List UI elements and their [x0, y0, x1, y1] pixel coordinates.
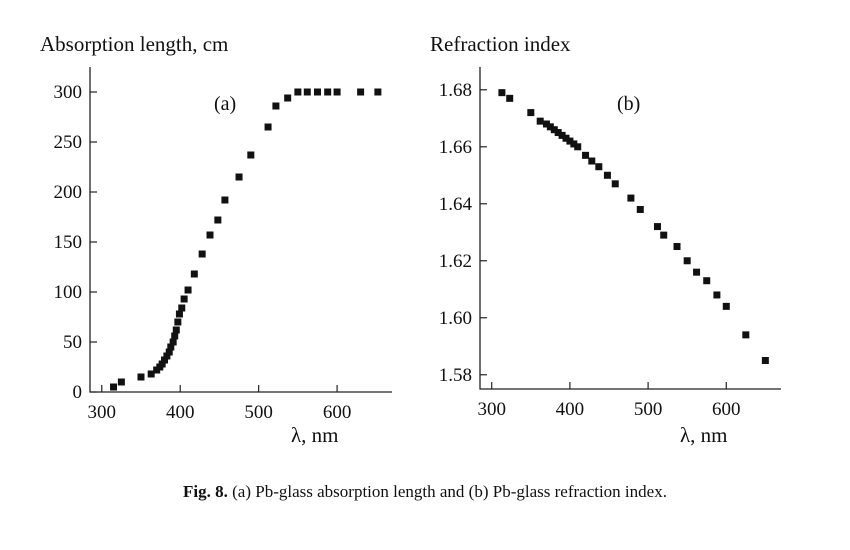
- panel-a-ytick-label: 50: [63, 332, 82, 353]
- panel-a-data-point: [264, 123, 272, 131]
- panel-a-data-point: [117, 378, 125, 386]
- panel-a-ytick-label: 200: [54, 182, 83, 203]
- panel-a-data-point: [161, 356, 169, 364]
- panel-b-data-point: [554, 129, 562, 137]
- panel-a-data-point: [163, 352, 171, 360]
- panel-a-data-point: [171, 332, 179, 340]
- panel-a-absorption: Absorption length, cm (a) λ, nm 0 50 100 15…: [40, 32, 392, 447]
- panel-a-xtick-label: 600: [323, 402, 352, 423]
- panel-b-data-point: [660, 231, 668, 239]
- panel-b-xlabel: λ, nm: [680, 423, 728, 447]
- panel-a-data-point: [294, 88, 302, 96]
- panel-b-data-point: [595, 163, 603, 171]
- panel-a-ytick-label: 100: [54, 282, 83, 303]
- caption-text: (a) Pb-glass absorption length and (b) P…: [227, 482, 667, 501]
- panel-a-xtick-label: 300: [88, 402, 117, 423]
- panel-b-refraction: Refraction index (b) λ, nm 1.58 1.60 1.62 1…: [430, 32, 781, 447]
- caption-label: Fig. 8.: [183, 482, 228, 501]
- panel-a-data-point: [190, 270, 198, 278]
- panel-a-data-point: [180, 295, 188, 303]
- panel-b-data-point: [527, 109, 535, 117]
- panel-a-data-point: [184, 286, 192, 294]
- panel-a-data-point: [357, 88, 365, 96]
- panel-b-xtick-label: 400: [556, 399, 585, 420]
- panel-b-data-point: [703, 277, 711, 285]
- panel-a-data-point: [313, 88, 321, 96]
- panel-a-ytick-label: 250: [54, 132, 83, 153]
- panel-a-data-point: [198, 250, 206, 258]
- panel-b-data-point: [611, 180, 619, 188]
- panel-a-data-point: [247, 151, 255, 159]
- panel-b-data-point: [742, 331, 750, 339]
- panel-a-data-point: [324, 88, 332, 96]
- panel-b-data-point: [566, 137, 574, 145]
- panel-b-data-point: [722, 302, 730, 310]
- panel-a-tag: (a): [214, 93, 236, 115]
- panel-a-data-point: [165, 348, 173, 356]
- panel-a-data-point: [167, 343, 175, 351]
- panel-a-ylabel: Absorption length, cm: [40, 32, 228, 56]
- panel-a-data-point: [147, 370, 155, 378]
- panel-b-data-point: [673, 243, 681, 251]
- panel-b-data-point: [536, 117, 544, 125]
- panel-a-data-point: [178, 304, 186, 312]
- panel-a-data-point: [374, 88, 382, 96]
- panel-b-data-point: [542, 120, 550, 128]
- panel-a-data-point: [214, 216, 222, 224]
- panel-b-data-point: [761, 357, 769, 365]
- panel-b-data-point: [653, 223, 661, 231]
- panel-b-ytick-label: 1.58: [439, 365, 472, 386]
- panel-b-xtick-label: 300: [477, 399, 506, 420]
- panel-a-data-point: [174, 318, 182, 326]
- panel-b-data-point: [558, 131, 566, 139]
- panel-a-data-point: [175, 310, 183, 318]
- panel-a-data-point: [272, 102, 280, 110]
- panel-a-ytick-label: 300: [54, 82, 83, 103]
- panel-a-ytick-label: 0: [73, 382, 83, 403]
- panel-b-tag: (b): [617, 93, 640, 115]
- panel-a-data-point: [137, 373, 145, 381]
- panel-a-data-point: [206, 231, 214, 239]
- panel-b-ytick-label: 1.66: [439, 137, 472, 158]
- panel-a-xlabel: λ, nm: [291, 423, 339, 447]
- panel-a-data-point: [333, 88, 341, 96]
- panel-b-data-point: [636, 205, 644, 213]
- panel-b-data-point: [506, 94, 514, 102]
- panel-b-data-point: [570, 140, 578, 148]
- panel-b-ytick-label: 1.60: [439, 308, 472, 329]
- panel-b-ytick-label: 1.64: [439, 194, 473, 215]
- panel-b-data-point: [562, 134, 570, 142]
- panel-a-xtick-label: 500: [244, 402, 273, 423]
- panel-a-xtick-label: 400: [166, 402, 195, 423]
- panel-b-xtick-label: 500: [634, 399, 663, 420]
- panel-a-data-point: [169, 338, 177, 346]
- panel-b-data-point: [693, 268, 701, 276]
- panel-b-data-point: [713, 291, 721, 299]
- panel-b-data-point: [582, 151, 590, 159]
- panel-b-data-point: [546, 123, 554, 131]
- figure: Absorption length, cm (a) λ, nm 0 50 100 15…: [40, 32, 781, 447]
- panel-b-data-point: [550, 126, 558, 134]
- panel-a-ytick-label: 150: [54, 232, 83, 253]
- panel-b-xtick-label: 600: [712, 399, 741, 420]
- panel-a-data-point: [235, 173, 243, 181]
- panel-b-ytick-label: 1.68: [439, 80, 472, 101]
- panel-b-data-point: [588, 157, 596, 165]
- panel-a-data-point: [221, 196, 229, 204]
- panel-b-data-point: [627, 194, 635, 202]
- panel-b-data-point: [683, 257, 691, 265]
- panel-b-ytick-label: 1.62: [439, 251, 472, 272]
- panel-a-data-point: [303, 88, 311, 96]
- panel-a-data-point: [172, 326, 180, 334]
- panel-a-data-point: [158, 360, 166, 368]
- panel-b-axes: [479, 67, 781, 390]
- panel-b-ylabel: Refraction index: [430, 32, 571, 56]
- panel-b-data-point: [574, 143, 582, 151]
- panel-a-data-point: [284, 94, 292, 102]
- panel-a-data-point: [110, 383, 118, 391]
- panel-a-axes: [89, 67, 392, 393]
- figure-caption: Fig. 8. (a) Pb-glass absorption length a…: [0, 482, 850, 502]
- panel-b-data-point: [498, 89, 506, 97]
- panel-b-data-point: [603, 171, 611, 179]
